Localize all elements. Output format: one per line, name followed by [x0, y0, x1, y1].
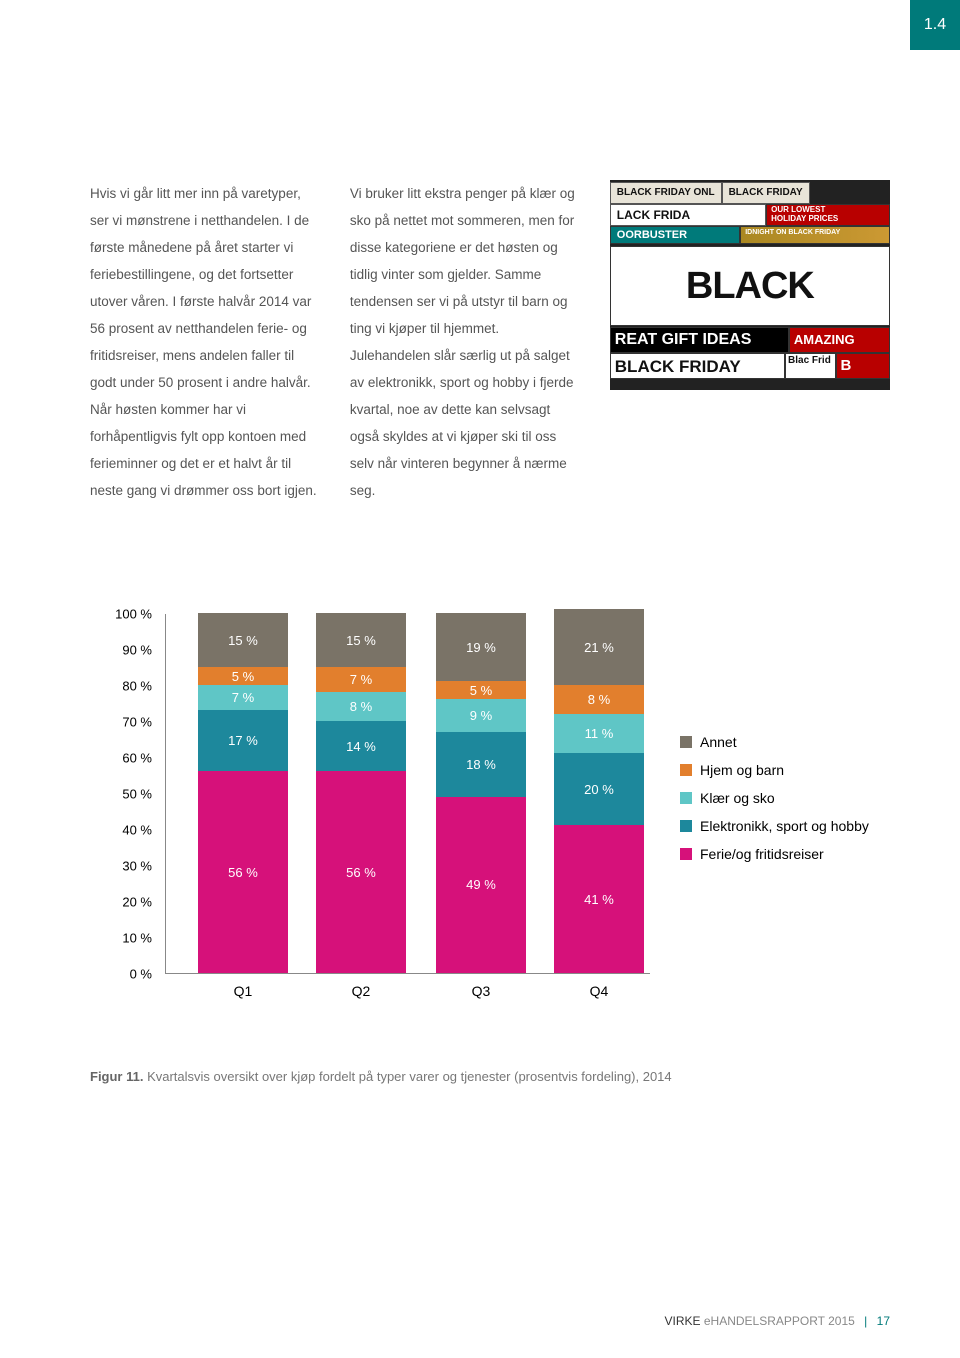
legend-swatch: [680, 736, 692, 748]
bar-segment: 7 %: [316, 667, 406, 692]
bar-segment: 8 %: [554, 685, 644, 714]
legend-label: Elektronikk, sport og hobby: [700, 818, 869, 834]
column-1: Hvis vi går litt mer inn på varetyper, s…: [90, 180, 322, 504]
img-txt: LACK FRIDA: [610, 204, 766, 226]
legend-item: Annet: [680, 734, 869, 750]
plot-area: 56 %17 %7 %5 %15 %Q1 56 %14 %8 %7 %15 %Q2…: [165, 614, 650, 974]
bar-segment: 9 %: [436, 699, 526, 731]
legend-label: Hjem og barn: [700, 762, 784, 778]
bar-segment: 21 %: [554, 609, 644, 685]
legend-swatch: [680, 820, 692, 832]
y-tick: 90 %: [122, 643, 152, 658]
chart-area: 0 % 10 % 20 % 30 % 40 % 50 % 60 % 70 % 80 % 90 % 1…: [110, 614, 890, 1004]
x-label: Q2: [316, 983, 406, 999]
bar-segment: 17 %: [198, 710, 288, 771]
y-tick: 0 %: [130, 967, 152, 982]
bar-segment: 7 %: [198, 685, 288, 710]
page-footer: VIRKE eHANDELSRAPPORT 2015 | 17: [665, 1314, 891, 1328]
bar-group: 41 %20 %11 %8 %21 %Q4: [554, 614, 644, 973]
legend-swatch: [680, 792, 692, 804]
bar-segment: 56 %: [316, 771, 406, 973]
text-columns: Hvis vi går litt mer inn på varetyper, s…: [90, 180, 890, 504]
legend-label: Klær og sko: [700, 790, 775, 806]
y-axis: 0 %10 %20 %30 %40 %50 %60 %70 %80 %90 %1…: [110, 614, 160, 974]
y-tick: 50 %: [122, 787, 152, 802]
y-tick: 10 %: [122, 931, 152, 946]
caption-text: Kvartalsvis oversikt over kjøp fordelt p…: [143, 1069, 671, 1084]
bar-segment: 11 %: [554, 714, 644, 754]
footer-page: 17: [877, 1314, 890, 1328]
y-tick: 100 %: [115, 607, 152, 622]
footer-separator: |: [864, 1314, 867, 1328]
bar-segment: 5 %: [436, 681, 526, 699]
img-txt: B: [836, 353, 890, 379]
bar-segment: 41 %: [554, 825, 644, 973]
img-txt: AMAZING: [789, 327, 890, 353]
legend-item: Klær og sko: [680, 790, 869, 806]
legend-label: Ferie/og fritidsreiser: [700, 846, 824, 862]
img-txt: OUR LOWESTHOLIDAY PRICES: [766, 204, 890, 226]
y-tick: 60 %: [122, 751, 152, 766]
img-big: BLACK: [610, 246, 890, 326]
legend-swatch: [680, 848, 692, 860]
y-tick: 30 %: [122, 859, 152, 874]
img-txt: BLACK FRIDAY: [722, 182, 810, 204]
y-tick: 20 %: [122, 895, 152, 910]
img-txt: REAT GIFT IDEAS: [610, 327, 789, 353]
bar-segment: 18 %: [436, 732, 526, 797]
y-tick: 70 %: [122, 715, 152, 730]
chart-legend: Annet Hjem og barn Klær og sko Elektronikk,…: [680, 734, 869, 874]
footer-brand: VIRKE: [665, 1314, 701, 1328]
bar-segment: 14 %: [316, 721, 406, 771]
legend-swatch: [680, 764, 692, 776]
footer-title: eHANDELSRAPPORT 2015: [704, 1314, 855, 1328]
img-txt: BLACK FRIDAY: [610, 353, 785, 379]
x-label: Q3: [436, 983, 526, 999]
figure-caption: Figur 11. Kvartalsvis oversikt over kjøp…: [90, 1069, 890, 1084]
y-tick: 80 %: [122, 679, 152, 694]
legend-item: Hjem og barn: [680, 762, 869, 778]
bar-segment: 15 %: [316, 613, 406, 667]
legend-item: Ferie/og fritidsreiser: [680, 846, 869, 862]
img-txt: OORBUSTER: [610, 226, 740, 244]
column-2: Vi bruker litt ekstra penger på klær og …: [350, 180, 582, 504]
bar-segment: 56 %: [198, 771, 288, 973]
img-txt: BLACK FRIDAY ONL: [610, 182, 722, 204]
bar-group: 56 %17 %7 %5 %15 %Q1: [198, 614, 288, 973]
bar-segment: 15 %: [198, 613, 288, 667]
bar-segment: 49 %: [436, 797, 526, 973]
page-content: Hvis vi går litt mer inn på varetyper, s…: [0, 0, 960, 1084]
black-friday-image: BLACK FRIDAY ONLBLACK FRIDAY LACK FRIDA …: [610, 180, 890, 390]
x-label: Q4: [554, 983, 644, 999]
bar-group: 56 %14 %8 %7 %15 %Q2: [316, 614, 406, 973]
legend-label: Annet: [700, 734, 737, 750]
section-tag: 1.4: [910, 0, 960, 50]
bar-segment: 5 %: [198, 667, 288, 685]
legend-item: Elektronikk, sport og hobby: [680, 818, 869, 834]
img-txt: Blac Frid: [785, 353, 835, 379]
y-tick: 40 %: [122, 823, 152, 838]
bar-group: 49 %18 %9 %5 %19 %Q3: [436, 614, 526, 973]
bar-segment: 20 %: [554, 753, 644, 825]
bar-segment: 8 %: [316, 692, 406, 721]
bar-segment: 19 %: [436, 613, 526, 681]
caption-label: Figur 11.: [90, 1069, 143, 1084]
x-label: Q1: [198, 983, 288, 999]
stacked-bar-chart: 0 % 10 % 20 % 30 % 40 % 50 % 60 % 70 % 80 % 90 % 1…: [110, 614, 650, 1004]
img-txt: IDNIGHT ON BLACK FRIDAY: [740, 226, 890, 244]
